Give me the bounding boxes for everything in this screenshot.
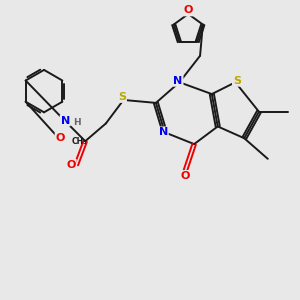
Text: O: O [184,5,193,15]
Text: H: H [73,118,80,127]
Text: N: N [159,127,168,137]
Text: S: S [118,92,126,102]
Text: N: N [173,76,183,86]
Text: S: S [233,76,241,86]
Text: O: O [56,133,65,143]
Text: O: O [66,160,76,170]
Text: N: N [61,116,70,126]
Text: CH₃: CH₃ [72,137,88,146]
Text: O: O [181,171,190,181]
